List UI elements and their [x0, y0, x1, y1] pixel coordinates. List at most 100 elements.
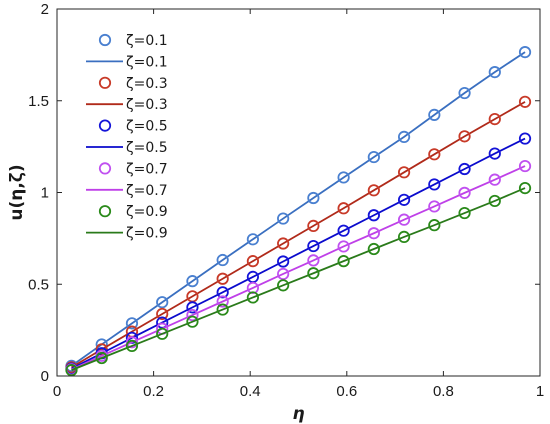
- data-point: [156, 307, 169, 321]
- data-point: [397, 230, 411, 244]
- legend-marker: [98, 76, 112, 89]
- data-point: [397, 193, 411, 206]
- data-point: [488, 66, 501, 79]
- data-point: [518, 182, 532, 195]
- x-axis-label: η: [292, 404, 304, 424]
- data-point: [488, 113, 501, 126]
- data-point: [397, 166, 411, 179]
- data-point: [186, 315, 199, 328]
- data-point: [307, 254, 320, 267]
- series-line: [71, 187, 526, 371]
- data-point: [488, 173, 501, 186]
- x-tick-label: 1: [536, 383, 544, 400]
- data-point: [216, 272, 229, 285]
- data-point: [307, 239, 320, 253]
- data-point: [65, 364, 78, 377]
- series-line: [71, 101, 526, 369]
- series-2: [65, 95, 532, 374]
- legend-entry-marker-1: ζ=0.1: [98, 33, 168, 49]
- y-tick-label: 0.5: [28, 276, 49, 293]
- x-tick-label: 0.2: [143, 383, 164, 400]
- legend-entry-marker-5: ζ=0.9: [98, 204, 168, 220]
- legend-marker: [98, 205, 112, 218]
- data-point: [246, 291, 259, 304]
- data-point: [337, 171, 350, 184]
- data-point: [307, 191, 320, 205]
- data-point: [277, 212, 290, 225]
- legend-label: ζ=0.7: [126, 183, 168, 199]
- data-point: [397, 130, 411, 143]
- legend-marker: [98, 162, 112, 175]
- data-point: [428, 219, 441, 232]
- series-line: [70, 51, 526, 367]
- data-point: [367, 184, 380, 197]
- data-point: [428, 200, 441, 213]
- data-point: [428, 178, 441, 191]
- x-tick-label: 0.4: [240, 383, 261, 400]
- data-point: [186, 301, 199, 314]
- data-point: [246, 233, 259, 246]
- data-point: [428, 108, 441, 121]
- data-point: [307, 219, 320, 232]
- data-point: [458, 186, 471, 199]
- data-point: [458, 206, 471, 220]
- data-point: [458, 86, 471, 100]
- legend-label: ζ=0.5: [126, 119, 168, 135]
- legend-entry-line-1: ζ=0.1: [86, 54, 168, 70]
- data-point: [216, 303, 229, 316]
- data-point: [307, 267, 320, 280]
- legend-entry-marker-2: ζ=0.3: [98, 76, 168, 92]
- data-point: [216, 295, 229, 308]
- data-point: [367, 227, 380, 240]
- data-point: [337, 255, 350, 268]
- legend-label: ζ=0.5: [126, 140, 168, 156]
- legend-label: ζ=0.1: [126, 54, 168, 70]
- y-tick-label: 1.5: [28, 93, 49, 110]
- y-tick-label: 0: [41, 368, 49, 385]
- legend-label: ζ=0.9: [126, 226, 168, 242]
- data-point: [397, 213, 411, 226]
- data-point: [518, 132, 532, 145]
- plot-marks: [65, 46, 532, 377]
- data-point: [337, 224, 350, 237]
- legend-marker: [98, 119, 112, 132]
- y-axis-label: u(η,ζ): [7, 164, 27, 220]
- data-point: [488, 194, 501, 208]
- legend-entry-line-5: ζ=0.9: [86, 226, 168, 242]
- series-line: [71, 165, 526, 371]
- legend-entry-line-2: ζ=0.3: [86, 97, 168, 113]
- data-point: [95, 343, 108, 356]
- series-5: [65, 182, 532, 377]
- data-point: [277, 267, 290, 281]
- legend-label: ζ=0.9: [126, 204, 168, 220]
- data-point: [518, 159, 532, 173]
- axes: 0 0.2 0.4 0.6 0.8 1 0 0.5 1 1.5 2 η u(η,ζ): [7, 1, 544, 424]
- data-point: [216, 286, 229, 299]
- data-point: [216, 253, 229, 267]
- data-point: [458, 162, 471, 176]
- data-point: [277, 279, 290, 292]
- data-point: [337, 202, 350, 215]
- series-1: [65, 46, 532, 373]
- data-point: [458, 130, 471, 143]
- data-point: [186, 308, 199, 322]
- data-point: [246, 255, 259, 268]
- x-tick-label: 0.6: [336, 383, 357, 400]
- legend-entry-marker-4: ζ=0.7: [98, 161, 168, 177]
- legend-label: ζ=0.3: [126, 97, 168, 113]
- data-point: [337, 240, 350, 253]
- data-point: [277, 237, 290, 250]
- y-tick-label: 1: [41, 185, 49, 202]
- data-point: [95, 351, 108, 365]
- data-point: [488, 147, 501, 160]
- legend-entry-line-4: ζ=0.7: [86, 183, 168, 199]
- data-point: [186, 275, 199, 288]
- legend-label: ζ=0.7: [126, 161, 168, 177]
- data-point: [518, 95, 532, 108]
- data-point: [125, 339, 139, 353]
- y-tick-label: 2: [41, 1, 49, 18]
- legend-entry-marker-3: ζ=0.5: [98, 119, 168, 135]
- legend-entry-line-3: ζ=0.5: [86, 140, 168, 156]
